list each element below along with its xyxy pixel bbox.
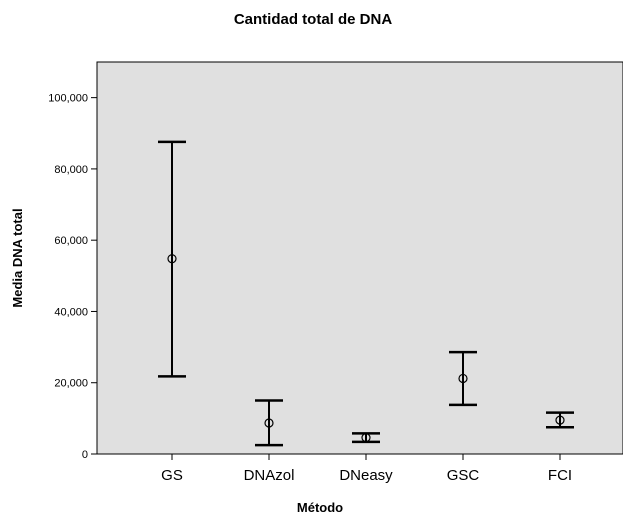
y-tick-label: 20,000 [54, 378, 88, 390]
x-tick-label: FCI [548, 467, 572, 484]
y-axis: 0 20,000 40,000 60,000 80,000 100,000 [48, 93, 97, 461]
mean-marker [361, 433, 371, 443]
mean-marker [458, 373, 468, 384]
plot-area [96, 61, 623, 455]
x-tick-label: GSC [447, 467, 480, 484]
error-bars [158, 140, 574, 447]
mean-marker [555, 415, 565, 425]
mean-marker [167, 254, 177, 264]
x-tick-label: DNeasy [339, 467, 393, 484]
x-axis-title: Método [297, 500, 343, 515]
y-tick-label: 100,000 [48, 93, 88, 105]
y-axis-title: Media DNA total [10, 208, 25, 307]
y-tick-label: 80,000 [54, 164, 88, 176]
x-axis: GS DNAzol DNeasy GSC FCI [161, 454, 572, 484]
y-tick-label: 60,000 [54, 235, 88, 247]
y-tick-label: 0 [82, 449, 88, 461]
x-tick-label: GS [161, 467, 183, 484]
mean-marker [264, 418, 274, 428]
chart-title: Cantidad total de DNA [234, 11, 393, 28]
x-tick-label: DNAzol [244, 467, 295, 484]
y-tick-label: 40,000 [54, 306, 88, 318]
